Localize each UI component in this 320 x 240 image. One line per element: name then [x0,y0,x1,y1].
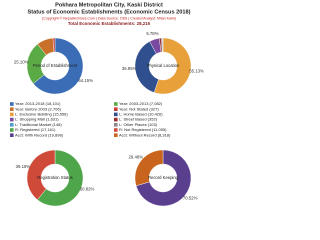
donut-title: Physical Location [147,63,180,68]
value-label: 70.52% [183,196,198,201]
legend-label: R: Not Registered (11,055) [119,127,167,132]
legend-swatch [114,133,118,137]
legend-swatch [114,102,118,106]
legend-label: Acct: With Record (19,898) [15,132,64,137]
legend-swatch [10,117,14,122]
legend-swatch [10,102,14,106]
credit: (Copyright © NepalArchives.Com | Data So… [42,16,176,20]
pie-slice [26,149,56,201]
legend-swatch [114,128,118,132]
chart-subtitle: Status of Economic Establishments (Econo… [28,9,191,15]
legend-label: L: Exclusive Building (15,556) [15,111,68,116]
legend-label: Acct: Without Record (8,318) [119,132,171,137]
legend-swatch [10,107,14,111]
total: Total Economic Establishments: 28,216 [68,21,151,26]
legend-label: L: Street Based (352) [119,117,158,122]
legend-label: Year: Not Stated (327) [119,106,159,111]
legend-swatch [114,123,118,127]
legend-label: R: Registered (17,161) [15,127,56,132]
legend-label: L: Other Places (103) [119,122,158,127]
pie-slice [134,149,164,187]
chart: Pokhara Metropolitan City, Kaski Distric… [10,2,204,207]
value-label: 5.78% [146,31,158,36]
value-label: 25.10% [14,60,29,65]
value-label: 60.82% [80,186,95,191]
donut-title: Registration Status [37,175,72,180]
legend-swatch [114,112,118,117]
pie-slice [32,37,84,95]
value-label: 39.18% [16,164,31,169]
value-label: 29.48% [129,155,144,160]
pie-slice [37,149,84,207]
legend-swatch [114,117,118,122]
value-label: 55.13% [189,69,204,74]
legend-label: L: Traditional Market (148) [15,122,62,127]
legend-swatch [10,128,14,132]
legend-label: L: Shopping Mall (1,631) [15,117,59,122]
chart-title: Pokhara Metropolitan City, Kaski Distric… [55,2,163,8]
value-label: 36.95% [122,66,137,71]
donut-title: Period of Establishment [33,63,78,68]
value-label: 64.15% [78,78,93,83]
legend-swatch [10,133,14,137]
legend-label: Year: 2013-2018 (18,101) [15,101,61,106]
pie-slice [162,37,164,53]
legend-swatch [10,123,14,127]
pie-slice [52,37,56,53]
pie-slice [135,149,192,207]
pie-slice [153,37,192,95]
legend-swatch [10,112,14,117]
donut-title: Record Keeping [148,175,179,180]
legend-label: Year: Before 2003 (2,706) [15,106,62,111]
legend-swatch [114,107,118,111]
legend-label: Year: 2003-2013 (7,082) [119,101,163,106]
legend-label: L: Home Based (10,426) [119,111,163,116]
